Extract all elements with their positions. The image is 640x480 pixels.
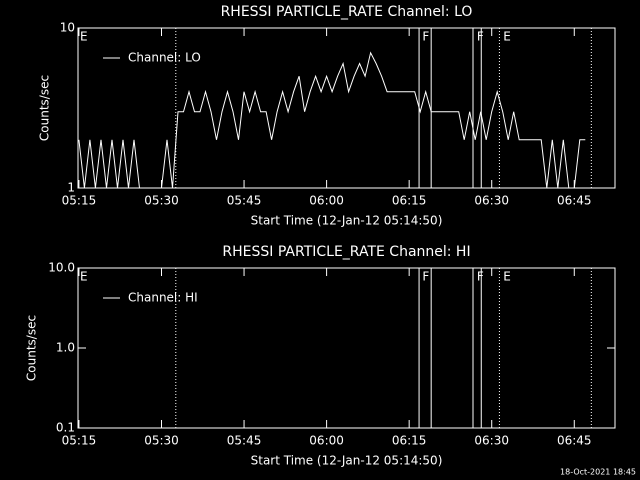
x-axis-label: Start Time (12-Jan-12 05:14:50) [251, 454, 443, 468]
x-axis-label: Start Time (12-Jan-12 05:14:50) [251, 214, 443, 228]
flag-label: F [477, 270, 484, 284]
y-axis-label: Counts/sec [25, 315, 39, 381]
data-line [78, 51, 586, 189]
chart-title: RHESSI PARTICLE_RATE Channel: LO [221, 4, 473, 20]
x-tick-label: 05:30 [144, 434, 179, 448]
timestamp: 18-Oct-2021 18:45 [560, 468, 636, 477]
x-tick-label: 06:30 [474, 194, 509, 208]
flag-label: F [477, 30, 484, 44]
x-tick-label: 06:00 [309, 434, 344, 448]
legend-label: Channel: HI [128, 291, 198, 305]
flag-label: E [80, 30, 88, 44]
y-tick-label: 0.1 [56, 421, 75, 435]
x-tick-label: 06:00 [309, 194, 344, 208]
x-tick-label: 05:15 [62, 434, 97, 448]
x-tick-label: 06:45 [557, 194, 592, 208]
x-tick-label: 06:15 [392, 194, 427, 208]
y-tick-label: 10.0 [48, 261, 75, 275]
flag-label: F [422, 270, 429, 284]
flag-label: F [422, 30, 429, 44]
chart-title: RHESSI PARTICLE_RATE Channel: HI [222, 244, 470, 260]
y-axis-label: Counts/sec [38, 75, 52, 141]
flag-label: E [80, 270, 88, 284]
flag-label: E [503, 30, 511, 44]
x-tick-label: 06:30 [474, 434, 509, 448]
x-tick-label: 05:30 [144, 194, 179, 208]
y-tick-label: 1.0 [56, 341, 75, 355]
flag-label: E [503, 270, 511, 284]
x-tick-label: 06:15 [392, 434, 427, 448]
x-tick-label: 05:15 [62, 194, 97, 208]
x-tick-label: 05:45 [227, 194, 262, 208]
legend-label: Channel: LO [128, 51, 201, 65]
plot-frame [77, 27, 616, 189]
x-tick-label: 06:45 [557, 434, 592, 448]
y-tick-label: 1 [67, 181, 75, 195]
y-tick-label: 10 [60, 21, 75, 35]
x-tick-label: 05:45 [227, 434, 262, 448]
